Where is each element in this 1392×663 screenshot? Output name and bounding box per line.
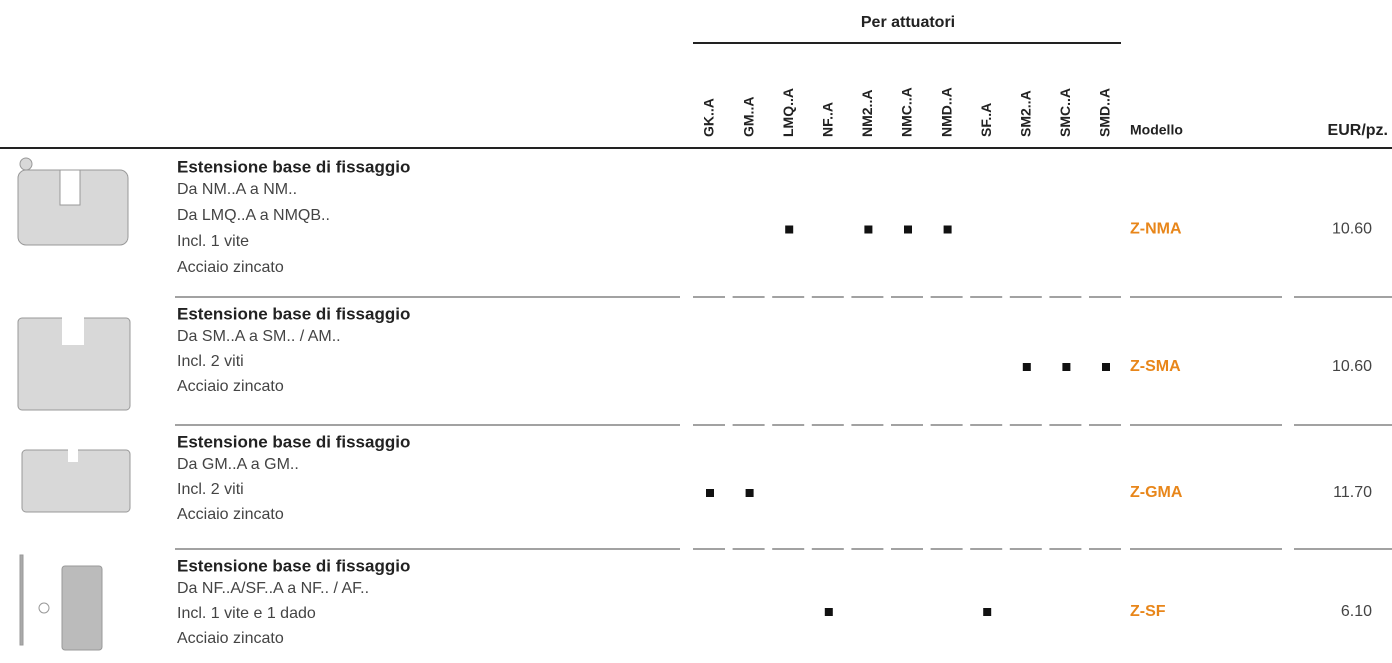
price-header: EUR/pz. xyxy=(1328,122,1388,139)
price: 10.60 xyxy=(1332,221,1372,238)
row-line: Acciaio zincato xyxy=(177,259,284,276)
product-image xyxy=(61,565,103,651)
slot xyxy=(59,169,81,206)
price: 6.10 xyxy=(1341,603,1372,620)
screw xyxy=(19,157,33,171)
row-line: Incl. 2 viti xyxy=(177,353,244,370)
product-images xyxy=(17,157,131,651)
compat-mark xyxy=(824,608,833,616)
compat-mark xyxy=(745,489,754,497)
column-header: SMD..A xyxy=(1097,88,1113,137)
nut xyxy=(38,602,50,614)
model-code: Z-GMA xyxy=(1130,484,1183,501)
column-header: NM2..A xyxy=(859,90,875,137)
row-line: Da NM..A a NM.. xyxy=(177,181,297,198)
row-title: Estensione base di fissaggio xyxy=(177,432,410,451)
column-header: NMC..A xyxy=(899,87,915,137)
slot xyxy=(62,310,84,345)
screw xyxy=(19,554,24,646)
compat-mark xyxy=(1102,363,1110,371)
column-header: NMD..A xyxy=(938,87,954,137)
compat-mark xyxy=(1062,363,1071,371)
row-title: Estensione base di fissaggio xyxy=(177,157,410,176)
compat-mark xyxy=(983,608,992,616)
compat-mark xyxy=(706,489,714,497)
row-title: Estensione base di fissaggio xyxy=(177,556,410,575)
row-line: Da GM..A a GM.. xyxy=(177,456,299,473)
group-title: Per attuatori xyxy=(861,14,955,31)
row-line: Acciaio zincato xyxy=(177,630,284,647)
row-line: Da NF..A/SF..A a NF.. / AF.. xyxy=(177,580,369,597)
compat-mark xyxy=(904,225,912,234)
price: 11.70 xyxy=(1333,484,1372,501)
row-line: Acciaio zincato xyxy=(177,378,284,395)
price: 10.60 xyxy=(1332,358,1372,375)
column-header: GK..A xyxy=(701,98,717,137)
column-header: SM2..A xyxy=(1018,90,1034,137)
row-line: Incl. 1 vite xyxy=(177,233,249,250)
compat-mark xyxy=(864,225,873,234)
row-line: Incl. 1 vite e 1 dado xyxy=(177,605,316,622)
column-header: GM..A xyxy=(740,97,756,137)
column-header: NF..A xyxy=(820,102,836,137)
compat-mark xyxy=(943,225,952,234)
column-header: LMQ..A xyxy=(780,88,796,137)
row-line: Acciaio zincato xyxy=(177,506,284,523)
row-title: Estensione base di fissaggio xyxy=(177,304,410,323)
model-code: Z-NMA xyxy=(1130,221,1182,238)
model-code: Z-SMA xyxy=(1130,358,1181,375)
compat-mark xyxy=(1022,363,1031,371)
slot xyxy=(68,440,78,462)
column-header: SMC..A xyxy=(1057,88,1073,137)
column-header: SF..A xyxy=(978,103,994,137)
row-line: Da LMQ..A a NMQB.. xyxy=(177,207,330,224)
model-code: Z-SF xyxy=(1130,603,1166,620)
model-header: Modello xyxy=(1130,122,1183,138)
compat-mark xyxy=(785,225,794,234)
row-line: Da SM..A a SM.. / AM.. xyxy=(177,328,341,345)
row-line: Incl. 2 viti xyxy=(177,481,244,498)
